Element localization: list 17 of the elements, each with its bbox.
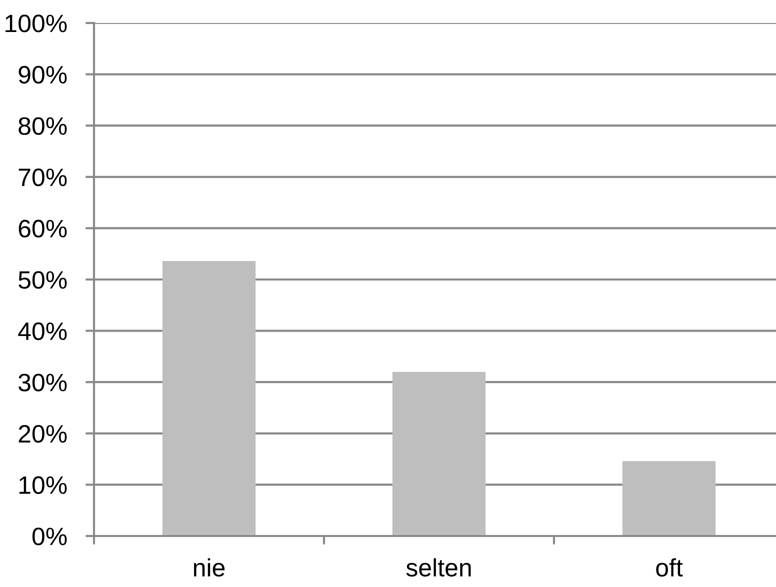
y-tick-label: 80%	[18, 117, 67, 135]
y-tick-label: 30%	[18, 374, 67, 392]
y-tick-label: 100%	[6, 14, 67, 32]
y-tick-label: 20%	[18, 425, 67, 443]
y-tick-label: 70%	[18, 168, 67, 186]
bar	[622, 461, 716, 536]
y-tick-label: 10%	[19, 476, 67, 494]
y-tick-label: 60%	[18, 220, 67, 238]
bar	[162, 261, 256, 536]
y-tick-label: 40%	[18, 322, 67, 340]
y-tick-label: 0%	[32, 528, 67, 546]
y-tick-label: 50%	[18, 271, 67, 289]
x-tick-label: oft	[656, 558, 683, 577]
x-tick-label: selten	[406, 558, 471, 577]
x-tick-label: nie	[194, 558, 225, 577]
bar	[392, 372, 486, 536]
y-tick-label: 90%	[18, 66, 67, 84]
